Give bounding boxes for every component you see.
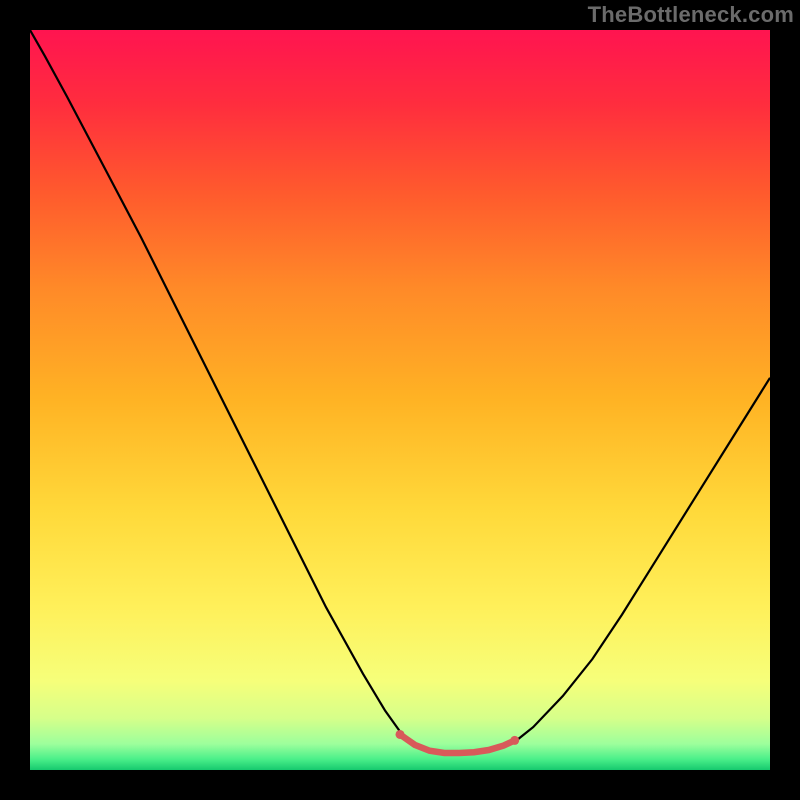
trough-highlight-path (400, 734, 515, 753)
trough-marker-right (510, 736, 519, 745)
chart-frame: TheBottleneck.com (0, 0, 800, 800)
plot-area (30, 30, 770, 770)
watermark-text: TheBottleneck.com (588, 2, 794, 28)
bottleneck-curve-path (30, 30, 770, 753)
chart-svg (30, 30, 770, 770)
trough-marker-left (396, 730, 405, 739)
